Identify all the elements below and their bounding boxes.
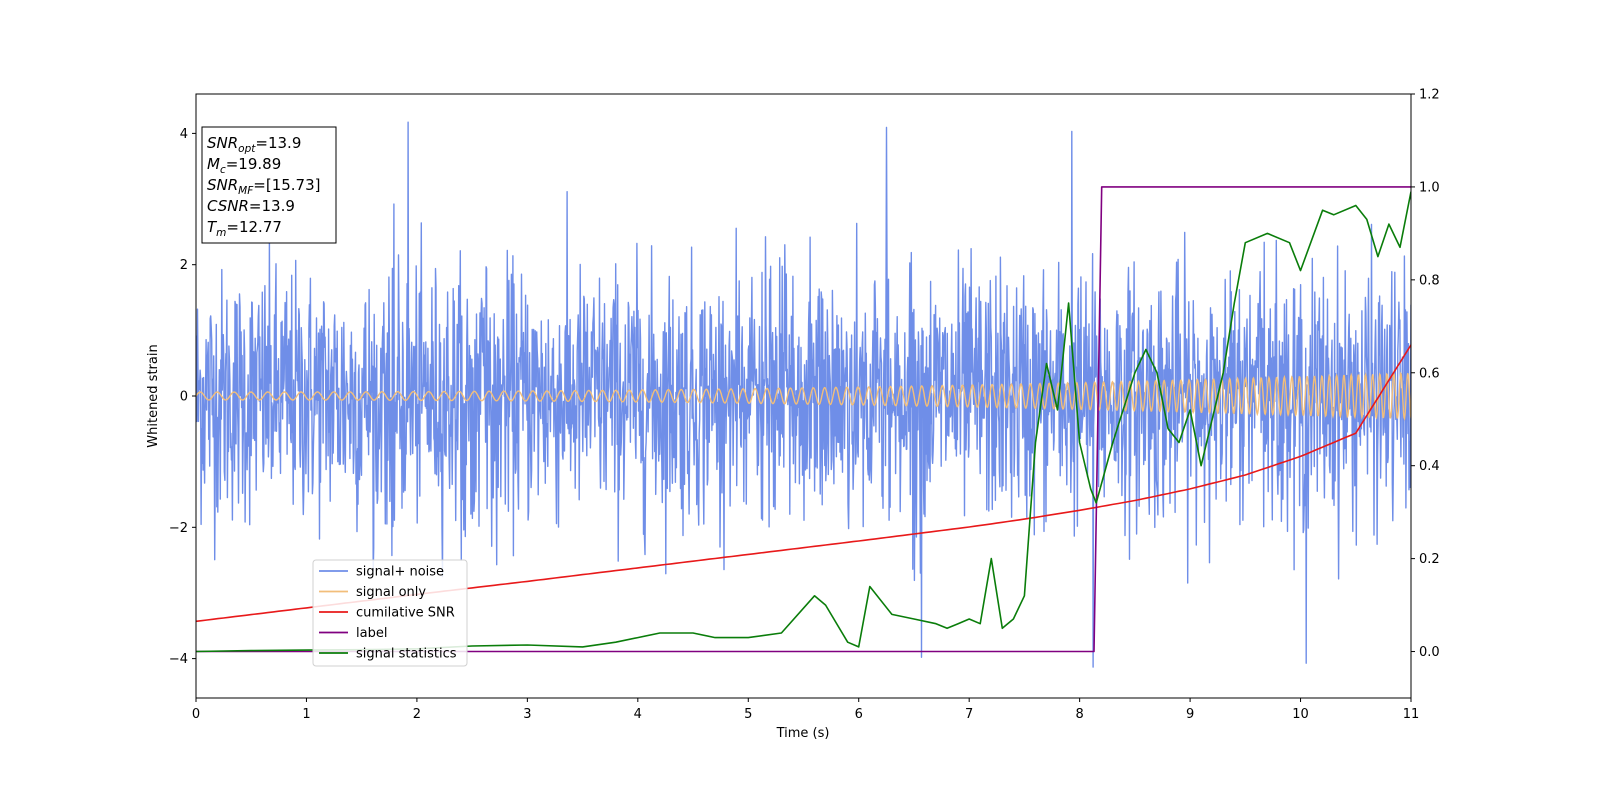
info-symbol: CSNR [207,197,249,215]
legend-entry: label [356,626,387,641]
info-line: Tm=12.77 [207,218,282,239]
legend-entry: signal+ noise [356,565,444,580]
info-line: SNRopt=13.9 [207,134,301,155]
legend: signal+ noise signal only cumilative SNR la… [312,559,468,667]
series-layer [196,121,1411,668]
info-subscript: c [220,164,226,176]
x-tick-label: 9 [1186,707,1194,722]
y2-tick-label: 1.0 [1419,180,1440,195]
y2-tick-label: 0.4 [1419,459,1440,474]
legend-entry: signal only [356,585,426,600]
y2-tick-label: 0.6 [1419,366,1440,381]
info-subscript: m [216,227,226,239]
x-tick-label: 10 [1292,707,1309,722]
legend-entry: cumilative SNR [356,606,455,621]
info-line: Mc=19.89 [207,155,281,176]
series-line-signal-plus-noise [196,121,1411,668]
x-tick-label: 1 [302,707,310,722]
y-axis-title: Whitened strain [146,344,161,447]
info-subscript: MF [238,185,254,197]
x-tick-label: 7 [965,707,973,722]
y2-tick-label: 0.8 [1419,273,1440,288]
x-tick-label: 4 [634,707,642,722]
info-annotation-box: SNRopt=13.9Mc=19.89SNRMF=[15.73]CSNR=13.… [201,126,337,244]
x-tick-label: 0 [192,707,200,722]
info-symbol: M [207,155,220,173]
x-tick-label: 8 [1075,707,1083,722]
y-axis-left: −4 −2 0 2 4 [169,127,196,667]
legend-entry: signal statistics [356,647,457,662]
y-tick-label: 2 [180,258,188,273]
x-axis: 0 1 2 3 4 5 6 7 8 9 10 11 [192,698,1419,722]
info-line: SNRMF=[15.73] [207,176,321,197]
info-value: =13.9 [249,197,295,215]
info-value: =13.9 [255,134,301,152]
info-line: CSNR=13.9 [207,197,295,215]
x-tick-label: 3 [523,707,531,722]
series-line-label [196,186,1411,653]
legend-frame [312,559,468,667]
y2-tick-label: 0.0 [1419,645,1440,660]
y-tick-label: −4 [169,652,188,667]
series-line-signal-only [196,371,1411,421]
y2-tick-label: 1.2 [1419,88,1440,103]
info-symbol: SNR [207,176,238,194]
x-tick-label: 2 [413,707,421,722]
y-axis-right: 0.0 0.2 0.4 0.6 0.8 1.0 1.2 [1411,88,1440,660]
info-box-frame [201,126,337,244]
x-tick-label: 6 [855,707,863,722]
y-tick-label: −2 [169,521,188,536]
y-tick-label: 4 [180,127,188,142]
info-value: =12.77 [226,218,282,236]
info-symbol: T [207,218,218,236]
x-tick-label: 5 [744,707,752,722]
x-axis-title: Time (s) [776,726,830,741]
series-line-signal-statistics [196,191,1411,653]
info-value: =19.89 [226,155,282,173]
y2-tick-label: 0.2 [1419,552,1440,567]
info-symbol: SNR [207,134,238,152]
info-value: =[15.73] [253,176,320,194]
y-tick-label: 0 [180,390,188,405]
info-subscript: opt [238,143,256,155]
x-tick-label: 11 [1403,707,1420,722]
